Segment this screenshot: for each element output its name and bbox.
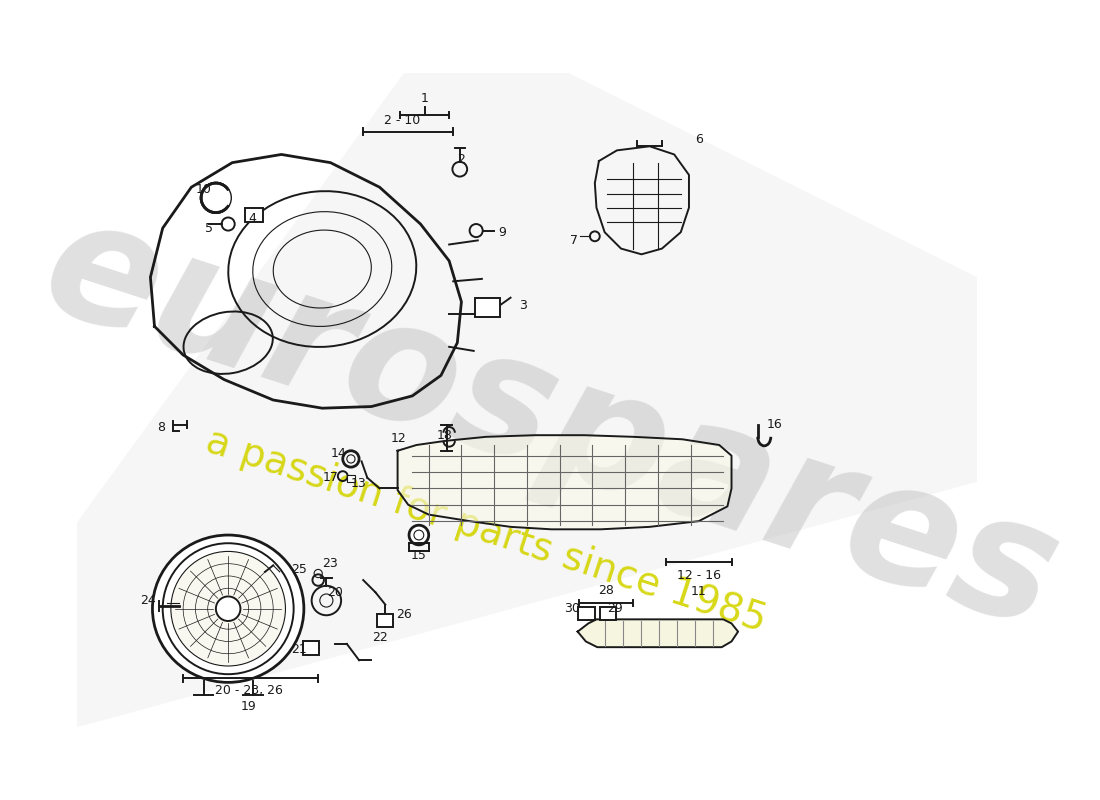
FancyBboxPatch shape: [302, 642, 319, 654]
Text: 23: 23: [322, 557, 339, 570]
Text: 25: 25: [292, 563, 307, 576]
FancyBboxPatch shape: [245, 209, 263, 222]
Text: 12 - 16: 12 - 16: [676, 569, 720, 582]
Polygon shape: [578, 619, 738, 647]
Text: 19: 19: [241, 701, 256, 714]
Text: 5: 5: [206, 222, 213, 234]
Text: 14: 14: [331, 446, 346, 460]
Text: 13: 13: [351, 477, 366, 490]
Text: 9: 9: [498, 226, 506, 238]
Polygon shape: [397, 435, 732, 530]
Text: 3: 3: [519, 299, 527, 312]
Text: 10: 10: [196, 183, 211, 196]
FancyBboxPatch shape: [579, 607, 595, 620]
Polygon shape: [77, 73, 977, 727]
Text: 1: 1: [420, 92, 429, 106]
Text: 8: 8: [157, 421, 165, 434]
Circle shape: [170, 551, 286, 666]
Text: 30: 30: [564, 602, 580, 615]
Circle shape: [221, 218, 234, 230]
Text: eurospares: eurospares: [25, 184, 1078, 665]
Circle shape: [216, 597, 241, 621]
Text: 11: 11: [691, 585, 706, 598]
Text: 7: 7: [571, 234, 579, 247]
FancyBboxPatch shape: [600, 607, 616, 620]
Text: 24: 24: [140, 594, 156, 607]
Text: 17: 17: [322, 471, 339, 484]
Text: 28: 28: [598, 584, 614, 598]
FancyBboxPatch shape: [377, 614, 394, 626]
Text: 21: 21: [292, 643, 307, 656]
Ellipse shape: [153, 535, 304, 682]
Text: 20 - 23, 26: 20 - 23, 26: [214, 684, 283, 697]
Text: 20: 20: [328, 586, 343, 599]
Text: 18: 18: [437, 429, 453, 442]
FancyBboxPatch shape: [475, 298, 499, 318]
Text: 16: 16: [767, 418, 782, 431]
Circle shape: [201, 183, 231, 213]
FancyBboxPatch shape: [346, 475, 355, 482]
Text: 4: 4: [249, 212, 256, 225]
Text: 2: 2: [458, 153, 465, 166]
Text: 2 - 10: 2 - 10: [384, 114, 420, 126]
Text: a passion for parts since 1985: a passion for parts since 1985: [201, 422, 771, 640]
Text: 22: 22: [372, 631, 387, 644]
Circle shape: [409, 526, 429, 545]
Text: 15: 15: [411, 549, 427, 562]
Text: 12: 12: [390, 432, 406, 445]
Text: 26: 26: [396, 608, 412, 621]
Text: 29: 29: [607, 602, 624, 615]
Text: 6: 6: [695, 134, 703, 146]
